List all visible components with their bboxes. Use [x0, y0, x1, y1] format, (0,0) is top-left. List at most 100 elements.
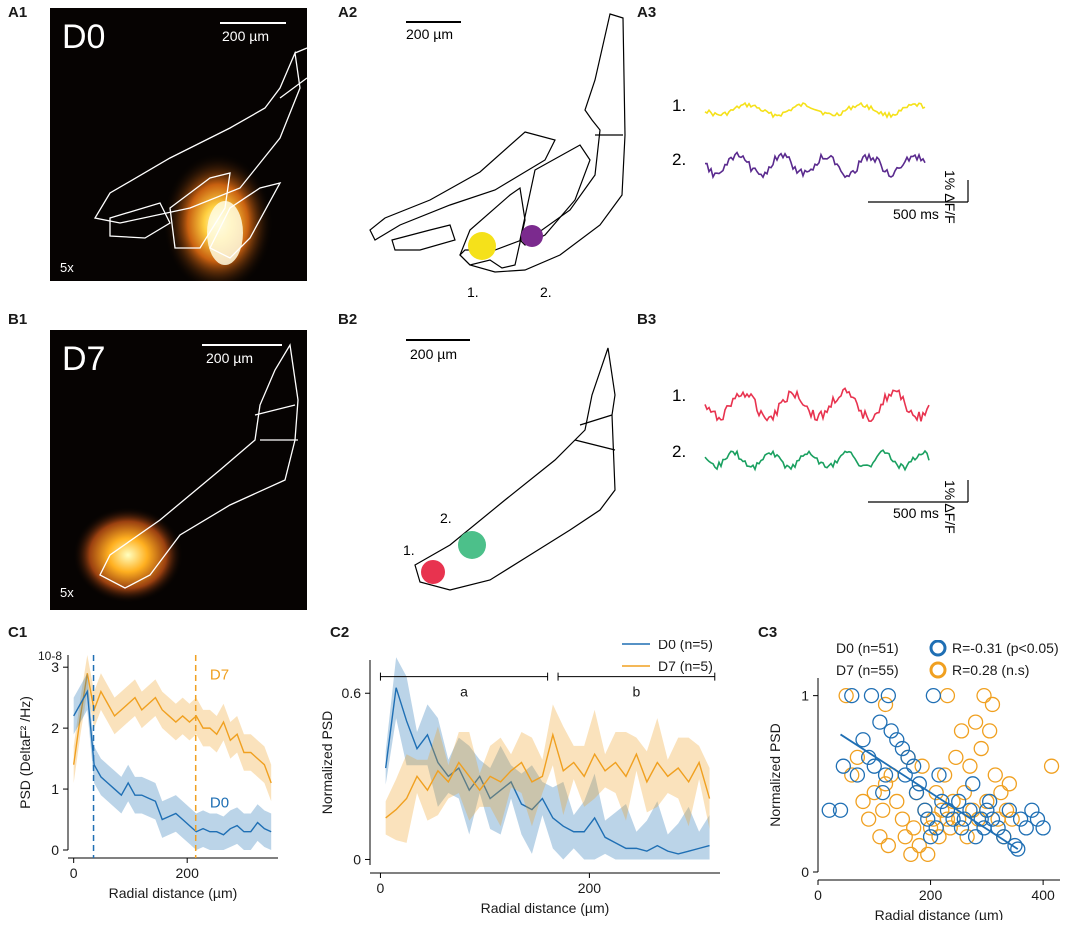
c3-point-D7-26 [934, 802, 950, 818]
c1-ytick-label-1: 1 [51, 781, 59, 797]
c1-ylabel: PSD (DeltaF² /Hz) [17, 696, 33, 809]
c3-point-D0-4 [849, 767, 866, 783]
b1-fluorescence-svg [73, 343, 299, 603]
c1-ytick-label-2: 2 [51, 720, 59, 736]
c3-legend-marker-1 [929, 661, 947, 679]
c3-point-D7-3 [855, 793, 871, 810]
b3-trace-label-2: 2. [672, 442, 687, 461]
c3-point-D0-50 [1010, 841, 1026, 857]
c3-xtick-label-0: 0 [814, 887, 822, 903]
c2-legend-label-0: D0 (n=5) [658, 640, 713, 652]
c3-point-D7-32 [951, 811, 967, 827]
c3-point-D0-24 [925, 687, 942, 704]
c3-point-D0-13 [883, 723, 899, 739]
c3-point-D7-52 [1043, 758, 1060, 774]
a2-roi-label-2: 2. [540, 284, 552, 300]
c3-point-D7-43 [982, 723, 998, 739]
c2-bracket-label-0: a [460, 684, 468, 700]
panel-label-b1: B1 [8, 311, 28, 328]
c3-point-D7-11 [889, 793, 905, 810]
c3-point-D0-14 [889, 732, 905, 748]
c2-band-0 [385, 657, 710, 860]
panel-label-c3: C3 [758, 624, 778, 641]
b1-day-label: D7 [62, 340, 106, 378]
c3-point-D7-0 [838, 687, 854, 704]
c3-point-D0-49 [1035, 820, 1051, 836]
c3-point-D7-35 [959, 829, 975, 845]
b2-roi-1-red [421, 560, 445, 584]
c3-point-D0-16 [897, 767, 913, 783]
c3-point-D0-48 [1029, 811, 1046, 827]
b2-roi-label-1: 1. [403, 542, 415, 558]
c1-line-1 [73, 689, 272, 836]
a3-trace-1 [704, 101, 926, 119]
c3-point-D0-7 [863, 687, 880, 704]
c3-legend-stat-0: R=-0.31 (p<0.05) [952, 640, 1059, 656]
a2-outline-svg [369, 13, 626, 273]
c3-point-D0-41 [990, 820, 1006, 836]
c2-ylabel: Normalized PSD [320, 711, 335, 814]
c2-xlabel: Radial distance (µm) [481, 900, 610, 916]
b3-traces-svg [704, 387, 969, 503]
b1-scalebar-label: 200 µm [206, 350, 253, 366]
chart-c3: 0 200 400 0 1 Radial distance (µm) Normalized … [767, 640, 1060, 920]
c2-xtick-label-0: 0 [377, 880, 385, 896]
c1-annot-d0: D0 [210, 794, 229, 811]
c3-point-D0-45 [1012, 811, 1029, 827]
c3-point-D0-2 [835, 758, 851, 774]
panel-label-a2: A2 [338, 4, 358, 21]
c3-point-D7-40 [973, 740, 989, 757]
c3-point-D7-16 [906, 820, 922, 836]
b3-amp-scale-label: 1% ΔF/F [942, 480, 958, 534]
image-b1-d7: D7 200 µm 5x [50, 330, 307, 610]
c3-point-D7-42 [979, 793, 995, 810]
c3-ylabel: Normalized PSD [767, 723, 783, 826]
c3-xtick-label-1: 200 [919, 887, 943, 903]
c3-point-D0-27 [934, 793, 950, 810]
a1-fluorescence-svg [93, 47, 307, 281]
c3-legend-marker-0 [929, 640, 947, 657]
c1-band-1 [73, 673, 272, 850]
chart-c2: 0 200 0 0.6 Radial distance (µm) Normalized P… [320, 640, 720, 916]
c3-point-D0-20 [911, 776, 927, 792]
c3-point-D7-27 [936, 767, 953, 783]
c3-point-D0-34 [965, 776, 981, 792]
c3-point-D7-44 [984, 696, 1001, 713]
c3-point-D0-12 [880, 687, 896, 704]
panel-label-a3: A3 [637, 4, 657, 21]
c3-point-D0-47 [1024, 802, 1040, 818]
c3-ytick-label-1: 1 [801, 688, 809, 704]
c3-point-D7-4 [861, 811, 877, 827]
c3-legend-group-1: D7 (n=55) [836, 662, 899, 678]
chart-c1: 0 200 0 1 2 3 Radial distance (µm) PSD (DeltaF²… [17, 649, 278, 901]
a3-traces-svg [704, 101, 969, 203]
c3-point-D7-38 [967, 714, 984, 730]
c3-point-D0-10 [875, 784, 891, 801]
c1-ytick-label-3: 3 [51, 659, 59, 675]
c3-point-D7-8 [877, 776, 894, 792]
c3-point-D7-2 [849, 749, 866, 766]
c3-point-D0-22 [920, 811, 936, 827]
c3-point-D7-53 [939, 687, 956, 704]
c1-xtick-label-0: 0 [70, 865, 78, 881]
c3-point-D7-5 [866, 784, 882, 801]
c3-point-D0-39 [982, 793, 998, 810]
b2-roi-label-2: 2. [440, 510, 452, 526]
c1-xtick-label-1: 200 [176, 865, 200, 881]
c2-ytick-label-1: 0.6 [342, 685, 362, 701]
c3-point-D0-44 [1007, 837, 1023, 854]
c3-point-D7-22 [922, 820, 939, 836]
c3-point-D0-19 [908, 784, 925, 801]
c3-point-D7-21 [920, 846, 936, 863]
c2-bracket-label-1: b [633, 684, 641, 700]
c3-point-D0-11 [877, 767, 894, 783]
panel-label-b3: B3 [637, 311, 657, 328]
c3-point-D7-1 [844, 767, 860, 783]
panel-label-b2: B2 [338, 311, 358, 328]
c3-point-D0-0 [821, 802, 837, 818]
c1-annot-d7: D7 [210, 666, 229, 683]
c3-point-D0-29 [945, 811, 961, 827]
c3-point-D7-7 [875, 802, 891, 818]
c3-point-D7-36 [962, 758, 978, 774]
c3-point-D7-18 [911, 837, 927, 854]
